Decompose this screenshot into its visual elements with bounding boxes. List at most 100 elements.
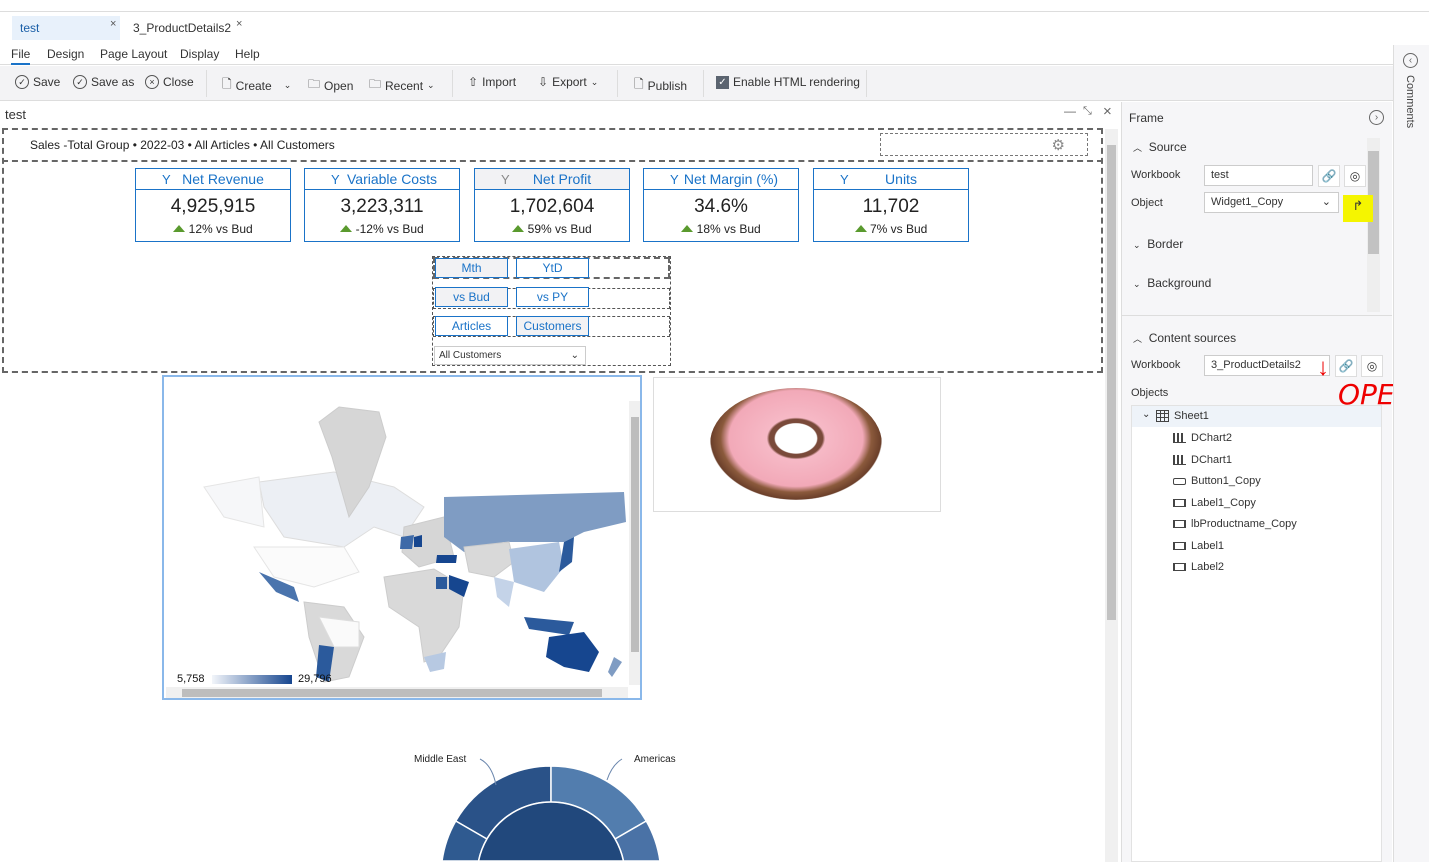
ytd-button[interactable]: YtD bbox=[516, 258, 589, 278]
region-france[interactable] bbox=[400, 535, 414, 549]
kpi-header[interactable]: Y Net Revenue bbox=[136, 169, 290, 190]
target-icon[interactable]: ◎ bbox=[1344, 165, 1366, 187]
kpi-header[interactable]: Y Net Margin (%) bbox=[644, 169, 798, 190]
object-select[interactable]: Widget1_Copy ⌄ bbox=[1204, 192, 1339, 213]
kpi-card[interactable]: Y Net Profit 1,702,604 59% vs Bud bbox=[474, 168, 630, 242]
close-button[interactable]: × Close bbox=[145, 75, 194, 89]
kpi-card[interactable]: Y Units 11,702 7% vs Bud bbox=[813, 168, 969, 242]
background-section[interactable]: ⌄ Background bbox=[1133, 276, 1211, 290]
filter-icon[interactable]: Y bbox=[840, 172, 849, 187]
articles-button[interactable]: Articles bbox=[435, 316, 508, 336]
close-icon[interactable]: × bbox=[110, 18, 117, 30]
create-button[interactable]: 🗋 Create ⌄ bbox=[222, 75, 291, 96]
kpi-header[interactable]: Y Net Profit bbox=[475, 169, 629, 190]
filter-icon[interactable]: Y bbox=[162, 172, 171, 187]
close-icon[interactable]: × bbox=[1103, 103, 1112, 120]
panel-scrollbar[interactable] bbox=[1367, 138, 1380, 312]
region-saudi-arabia[interactable] bbox=[449, 575, 469, 597]
region-central-asia[interactable] bbox=[463, 541, 515, 578]
link-icon[interactable]: 🔗 bbox=[1335, 355, 1357, 377]
target-icon[interactable]: ◎ bbox=[1361, 355, 1383, 377]
tab-test[interactable]: test × bbox=[12, 16, 120, 40]
region-usa[interactable] bbox=[253, 546, 360, 588]
export-button[interactable]: ⇩ Export ⌄ bbox=[538, 75, 598, 89]
tree-item[interactable]: Button1_Copy bbox=[1173, 475, 1261, 487]
region-indonesia[interactable] bbox=[524, 617, 574, 635]
region-germany[interactable] bbox=[414, 535, 422, 547]
workbook-field[interactable]: test bbox=[1204, 165, 1313, 186]
filter-icon[interactable]: Y bbox=[670, 172, 679, 187]
vs-py-button[interactable]: vs PY bbox=[516, 287, 589, 307]
region-mexico[interactable] bbox=[259, 572, 299, 602]
mth-button[interactable]: Mth bbox=[435, 258, 508, 278]
region-brazil[interactable] bbox=[318, 616, 360, 648]
region-russia[interactable] bbox=[444, 492, 626, 552]
open-button[interactable]: 🗀 Open bbox=[308, 75, 353, 96]
import-button[interactable]: ⇧ Import bbox=[468, 75, 516, 89]
publish-button[interactable]: 🗋 Publish bbox=[634, 75, 687, 96]
kpi-card[interactable]: Y Variable Costs 3,223,311 -12% vs Bud bbox=[304, 168, 460, 242]
region-alaska[interactable] bbox=[203, 476, 265, 528]
customers-button[interactable]: Customers bbox=[516, 316, 589, 336]
save-as-button[interactable]: ✓ Save as bbox=[73, 75, 134, 89]
customer-select[interactable]: All Customers ⌄ bbox=[434, 346, 586, 365]
region-china[interactable] bbox=[509, 542, 564, 592]
region-india[interactable] bbox=[494, 577, 514, 607]
tree-item[interactable]: Label1 bbox=[1173, 540, 1224, 552]
kpi-header[interactable]: Y Units bbox=[814, 169, 968, 190]
region-turkey[interactable] bbox=[436, 555, 457, 563]
scroll-thumb[interactable] bbox=[1368, 151, 1379, 254]
scroll-thumb[interactable] bbox=[182, 689, 602, 697]
tree-item[interactable]: Label2 bbox=[1173, 561, 1224, 573]
tab-productdetails2[interactable]: 3_ProductDetails2 × bbox=[125, 16, 250, 40]
content-sources-section[interactable]: ︿ Content sources bbox=[1133, 331, 1236, 345]
map-vertical-scrollbar[interactable] bbox=[629, 401, 640, 685]
sunburst-center[interactable] bbox=[477, 801, 625, 862]
source-section[interactable]: ︿ Source bbox=[1133, 140, 1187, 154]
menu-display[interactable]: Display bbox=[180, 47, 220, 61]
menu-design[interactable]: Design bbox=[47, 47, 85, 61]
scroll-thumb[interactable] bbox=[1107, 145, 1116, 620]
kpi-card[interactable]: Y Net Margin (%) 34.6% 18% vs Bud bbox=[643, 168, 799, 242]
kpi-header[interactable]: Y Variable Costs bbox=[305, 169, 459, 190]
gear-icon[interactable]: ⚙ bbox=[1051, 137, 1065, 154]
open-object-button[interactable]: ↱ bbox=[1343, 195, 1373, 222]
region-argentina[interactable] bbox=[316, 645, 334, 682]
border-section[interactable]: ⌄ Border bbox=[1133, 237, 1183, 251]
collapse-icon[interactable]: ⤡ bbox=[1083, 105, 1092, 117]
scroll-thumb[interactable] bbox=[631, 417, 639, 652]
recent-button[interactable]: 🗀 Recent ⌄ bbox=[369, 75, 435, 96]
minimize-icon[interactable]: — bbox=[1064, 104, 1076, 118]
filter-icon[interactable]: Y bbox=[331, 172, 340, 187]
enable-html-checkbox[interactable]: ✓ Enable HTML rendering bbox=[716, 75, 860, 89]
chevron-left-circle-icon[interactable]: ‹ bbox=[1403, 53, 1418, 68]
menu-file[interactable]: File bbox=[11, 47, 31, 65]
tree-item[interactable]: DChart1 bbox=[1173, 454, 1232, 466]
region-greenland[interactable] bbox=[318, 406, 387, 519]
tree-item[interactable]: Label1_Copy bbox=[1173, 497, 1256, 509]
region-new-zealand[interactable] bbox=[608, 657, 622, 677]
kpi-card[interactable]: Y Net Revenue 4,925,915 12% vs Bud bbox=[135, 168, 291, 242]
vertical-scrollbar[interactable] bbox=[1105, 129, 1118, 862]
map-horizontal-scrollbar[interactable] bbox=[166, 687, 628, 698]
close-icon[interactable]: × bbox=[236, 18, 243, 30]
chevron-right-circle-icon[interactable]: › bbox=[1369, 110, 1384, 125]
content-workbook-field[interactable]: 3_ProductDetails2 bbox=[1204, 355, 1330, 376]
tree-root-sheet1[interactable]: ⌄ Sheet1 bbox=[1132, 406, 1381, 427]
menu-page-layout[interactable]: Page Layout bbox=[100, 47, 168, 61]
menu-help[interactable]: Help bbox=[235, 47, 260, 61]
region-egypt[interactable] bbox=[436, 577, 447, 589]
chevron-down-icon[interactable]: ⌄ bbox=[1142, 409, 1151, 420]
vs-bud-button[interactable]: vs Bud bbox=[435, 287, 508, 307]
region-australia[interactable] bbox=[546, 632, 599, 672]
region-japan[interactable] bbox=[559, 537, 574, 572]
filter-icon[interactable]: Y bbox=[501, 172, 510, 187]
tree-item[interactable]: DChart2 bbox=[1173, 432, 1232, 444]
world-map-widget[interactable]: 5,758 29,796 bbox=[162, 375, 642, 700]
save-button[interactable]: ✓ Save bbox=[15, 75, 60, 89]
comments-tab[interactable]: Comments bbox=[1404, 75, 1416, 129]
tree-item[interactable]: lbProductname_Copy bbox=[1173, 518, 1297, 530]
chevron-down-icon[interactable]: ⌄ bbox=[283, 80, 292, 90]
link-icon[interactable]: 🔗 bbox=[1318, 165, 1340, 187]
region-south-africa[interactable] bbox=[424, 652, 446, 672]
